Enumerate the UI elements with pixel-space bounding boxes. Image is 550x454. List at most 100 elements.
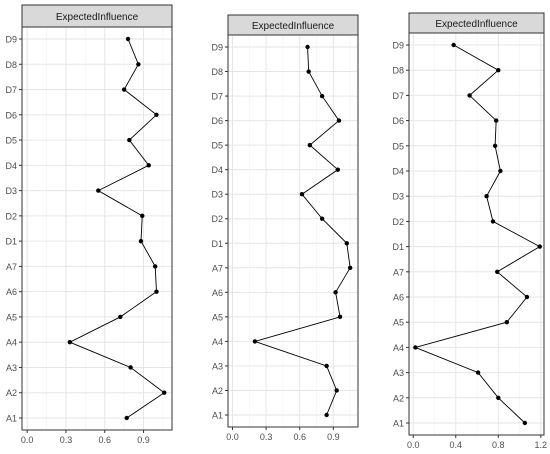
y-tick-label: A4 (393, 343, 404, 353)
data-point-D4 (146, 163, 151, 168)
plot-background (22, 27, 172, 430)
data-point-A2 (334, 388, 339, 393)
x-tick-label: 0.6 (99, 435, 112, 445)
data-point-D2 (140, 213, 145, 219)
x-tick-label: 1.2 (535, 440, 548, 450)
series-line (413, 44, 541, 424)
data-point-D7 (467, 93, 472, 98)
y-tick-label: A1 (6, 414, 17, 424)
x-tick-label: 0.3 (60, 435, 73, 445)
data-point-D5 (492, 143, 498, 148)
data-point-D1 (537, 244, 542, 249)
y-tick-label: D2 (211, 214, 223, 224)
data-point-D3 (299, 192, 305, 197)
data-point-A6 (524, 294, 530, 300)
data-point-D6 (154, 112, 159, 118)
y-tick-label: D6 (211, 116, 223, 126)
data-point-A7 (152, 264, 158, 269)
y-tick-label: D9 (392, 41, 404, 51)
y-tick-label: D3 (392, 192, 404, 202)
data-point-D8 (496, 68, 501, 73)
y-tick-label: A2 (6, 388, 17, 398)
y-tick-label: A1 (393, 419, 404, 429)
data-point-A4 (252, 339, 258, 344)
y-tick-label: D9 (5, 35, 17, 45)
data-point-D9 (451, 42, 456, 48)
y-tick-label: D2 (5, 211, 17, 221)
y-tick-label: D7 (5, 85, 17, 95)
data-point-A4 (67, 340, 73, 345)
data-point-D6 (493, 118, 499, 123)
data-point-D7 (319, 93, 325, 99)
plot-background (409, 33, 544, 435)
x-tick-label: 0.9 (137, 435, 150, 445)
facet-strip (227, 14, 359, 36)
y-tick-label: D1 (5, 237, 17, 247)
y-tick-label: D7 (392, 91, 404, 101)
data-point-D1 (344, 241, 349, 246)
y-tick-label: A5 (212, 312, 223, 322)
data-point-A4 (413, 345, 418, 350)
y-tick-label: A1 (212, 411, 223, 421)
y-tick-label: A2 (393, 393, 404, 403)
facet-title: ExpectedInfluence (252, 21, 335, 32)
data-point-A5 (118, 314, 123, 320)
y-tick-label: D6 (5, 110, 17, 120)
data-point-D3 (96, 188, 101, 193)
y-tick-label: D7 (211, 92, 223, 102)
facet-title: ExpectedInfluence (435, 19, 518, 30)
y-tick-label: D4 (5, 161, 17, 171)
y-tick-label: D8 (5, 60, 17, 70)
data-point-D7 (121, 87, 127, 92)
y-tick-label: A5 (393, 318, 404, 328)
data-point-D6 (336, 118, 342, 123)
data-point-A3 (128, 365, 133, 370)
y-tick-label: A7 (393, 267, 404, 277)
y-tick-label: A4 (212, 337, 223, 347)
facet-strip (408, 12, 545, 34)
y-tick-label: D5 (392, 141, 404, 151)
data-point-D2 (319, 216, 325, 221)
data-point-A7 (347, 265, 353, 270)
data-point-A7 (495, 269, 500, 274)
y-tick-label: D4 (392, 167, 404, 177)
data-point-A2 (162, 390, 167, 395)
chart-panel-3: ExpectedInfluence A1 A2 A3 A4 A5 A6 A7 D1 D2 D3 D4 D… (392, 12, 548, 450)
data-point-D1 (138, 238, 144, 244)
data-point-D2 (490, 219, 496, 224)
chart-panel-2: ExpectedInfluence A1 A2 A3 A4 A5 A6 A7 D1 D2 D3 D4 D… (211, 14, 359, 442)
data-point-A6 (333, 290, 338, 295)
data-point-D9 (125, 36, 131, 42)
y-tick-label: D5 (211, 141, 223, 151)
x-tick-label: 0.3 (260, 432, 273, 442)
data-point-A5 (504, 320, 509, 325)
y-tick-label: A7 (6, 262, 17, 272)
x-tick-label: 0.0 (226, 432, 239, 442)
facet-strip (21, 4, 173, 28)
y-tick-label: A2 (212, 386, 223, 396)
y-tick-label: D2 (392, 217, 404, 227)
y-tick-label: A3 (393, 368, 404, 378)
data-point-A2 (496, 395, 501, 400)
data-point-A1 (522, 420, 528, 426)
y-tick-label: A7 (212, 263, 223, 273)
x-tick-label: 0.9 (327, 432, 340, 442)
data-point-D5 (127, 137, 132, 143)
y-tick-label: D3 (5, 186, 17, 196)
y-tick-label: D1 (392, 242, 404, 252)
data-point-A1 (324, 412, 329, 418)
x-tick-label: 0.4 (450, 440, 463, 450)
data-point-D4 (335, 167, 341, 172)
data-point-A5 (337, 314, 343, 320)
data-point-D5 (307, 142, 313, 148)
x-tick-label: 0.8 (492, 440, 505, 450)
data-point-D4 (498, 168, 503, 174)
data-point-A6 (154, 289, 159, 294)
y-tick-label: A5 (6, 312, 17, 322)
data-point-D3 (484, 194, 489, 199)
data-point-D9 (305, 44, 310, 50)
y-tick-label: A4 (6, 338, 17, 348)
series-line (68, 38, 166, 419)
y-tick-label: A3 (212, 361, 223, 371)
